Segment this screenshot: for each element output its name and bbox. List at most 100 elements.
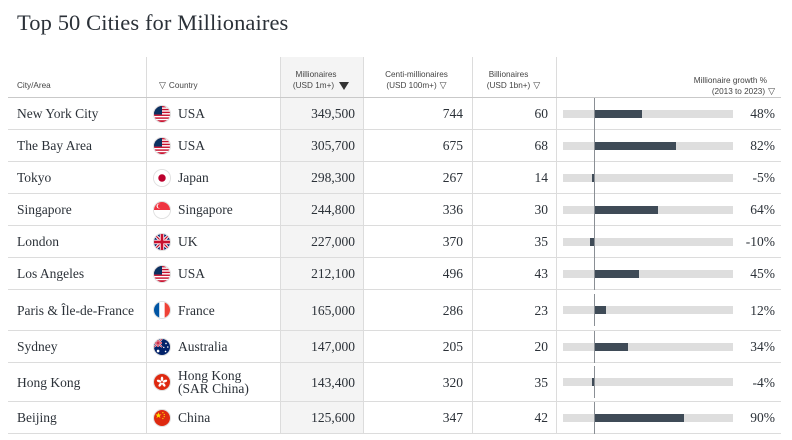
billionaires-cell: 68	[472, 129, 557, 162]
centi-cell: 675	[363, 129, 473, 162]
table-row: The Bay Area USA 305,700 675 68 82%	[8, 129, 781, 162]
centi-cell: 496	[363, 257, 473, 290]
centi-value: 286	[442, 302, 463, 318]
growth-zero-line	[594, 193, 595, 226]
millionaires-cell: 165,000	[280, 289, 364, 331]
billionaires-value: 43	[534, 266, 549, 281]
country-name: Japan	[178, 170, 209, 185]
centi-cell: 744	[363, 97, 473, 130]
millionaires-cell: 227,000	[280, 225, 364, 258]
sort-descending-icon[interactable]	[339, 81, 350, 90]
millionaires-cell: 147,000	[280, 330, 364, 363]
growth-bar-track	[563, 330, 733, 363]
millionaires-value: 298,300	[311, 170, 355, 185]
growth-bar-track	[563, 366, 733, 398]
growth-value: 45%	[750, 266, 775, 281]
sort-toggle-icon[interactable]: ▽	[439, 80, 447, 90]
growth-zero-line	[594, 366, 595, 398]
billionaires-cell: 14	[472, 161, 557, 194]
growth-zero-line	[594, 330, 595, 363]
millionaires-value: 165,000	[311, 302, 355, 318]
growth-value: 12%	[750, 302, 775, 318]
billionaires-value: 23	[534, 302, 549, 318]
millionaires-value: 305,700	[311, 138, 355, 153]
city-name: Sydney	[17, 339, 58, 354]
header-country[interactable]: ▽ Country	[146, 57, 281, 98]
header-billionaires[interactable]: Billionaires (USD 1bn+) ▽	[472, 57, 557, 98]
city-cell: Los Angeles	[8, 257, 147, 290]
billionaires-cell: 35	[472, 225, 557, 258]
header-millionaires-label: Millionaires	[295, 70, 337, 79]
millionaires-cell: 349,500	[280, 97, 364, 130]
country-cell: USA	[146, 129, 281, 162]
growth-zero-line	[594, 225, 595, 258]
growth-value: 82%	[750, 138, 775, 153]
sort-toggle-icon[interactable]: ▽	[533, 80, 541, 90]
table-row: Sydney Australia 147,000 205 20 34%	[8, 330, 781, 363]
city-cell: Paris & Île-de-France	[8, 289, 147, 331]
millionaires-value: 349,500	[311, 106, 355, 121]
sort-toggle-icon[interactable]: ▽	[768, 86, 775, 96]
billionaires-cell: 23	[472, 289, 557, 331]
centi-value: 347	[442, 410, 463, 425]
city-name: The Bay Area	[17, 138, 92, 153]
city-cell: New York City	[8, 97, 147, 130]
growth-bar	[594, 306, 606, 314]
header-millionaires[interactable]: Millionaires (USD 1m+)	[280, 57, 364, 98]
country-cell: UK	[146, 225, 281, 258]
growth-value: -5%	[752, 170, 776, 185]
centi-cell: 336	[363, 193, 473, 226]
country-cell: France	[146, 289, 281, 331]
centi-value: 336	[442, 202, 463, 217]
page-title: Top 50 Cities for Millionaires	[17, 10, 289, 35]
growth-value: -4%	[752, 374, 776, 390]
table-row: Beijing China 125,600 347 42 90%	[8, 401, 781, 434]
millionaires-cell: 212,100	[280, 257, 364, 290]
centi-cell: 370	[363, 225, 473, 258]
header-centi[interactable]: Centi-millionaires (USD 100m+) ▽	[363, 57, 473, 98]
billionaires-value: 60	[534, 106, 549, 121]
usa-flag-icon	[153, 264, 171, 283]
country-cell: USA	[146, 97, 281, 130]
billionaires-cell: 60	[472, 97, 557, 130]
growth-zero-line	[594, 129, 595, 162]
header-country-label: Country	[168, 80, 198, 90]
header-centi-sublabel: (USD 100m+)	[386, 80, 437, 90]
table-row: Paris & Île-de-France France 165,000 286…	[8, 289, 781, 331]
city-cell: Tokyo	[8, 161, 147, 194]
sort-toggle-icon[interactable]: ▽	[159, 80, 166, 90]
growth-bar	[594, 269, 639, 278]
header-billionaires-label: Billionaires	[488, 69, 529, 79]
table-header-row: City/Area ▽ Country Millionaires (USD 1m+…	[8, 57, 781, 98]
millionaires-cell: 305,700	[280, 129, 364, 162]
growth-bar	[594, 342, 628, 351]
millionaires-value: 244,800	[311, 202, 355, 217]
table-row: Hong Kong Hong Kong (SAR China) 143,400 …	[8, 362, 781, 402]
growth-cell: 64%	[556, 193, 781, 226]
centi-value: 496	[442, 266, 463, 281]
country-cell: Japan	[146, 161, 281, 194]
growth-cell: 45%	[556, 257, 781, 290]
growth-bar-track	[563, 129, 733, 162]
billionaires-value: 35	[534, 374, 549, 390]
billionaires-cell: 30	[472, 193, 557, 226]
billionaires-cell: 42	[472, 401, 557, 434]
header-city[interactable]: City/Area	[8, 57, 147, 98]
growth-bar-track	[563, 257, 733, 290]
header-city-label: City/Area	[17, 81, 51, 90]
growth-cell: -10%	[556, 225, 781, 258]
header-millionaires-sublabel: (USD 1m+)	[292, 81, 335, 90]
growth-bar	[594, 413, 684, 422]
growth-zero-line	[594, 97, 595, 130]
centi-cell: 286	[363, 289, 473, 331]
singapore-flag-icon	[153, 200, 171, 219]
growth-value: 34%	[750, 339, 775, 354]
hong-kong-flag-icon	[153, 373, 171, 391]
growth-bar	[590, 237, 594, 246]
centi-cell: 347	[363, 401, 473, 434]
header-growth-label: Millionaire growth %	[693, 75, 767, 85]
billionaires-value: 14	[534, 170, 549, 185]
growth-cell: -5%	[556, 161, 781, 194]
country-name: USA	[178, 266, 206, 281]
header-growth[interactable]: Millionaire growth % (2013 to 2023) ▽	[556, 57, 781, 98]
